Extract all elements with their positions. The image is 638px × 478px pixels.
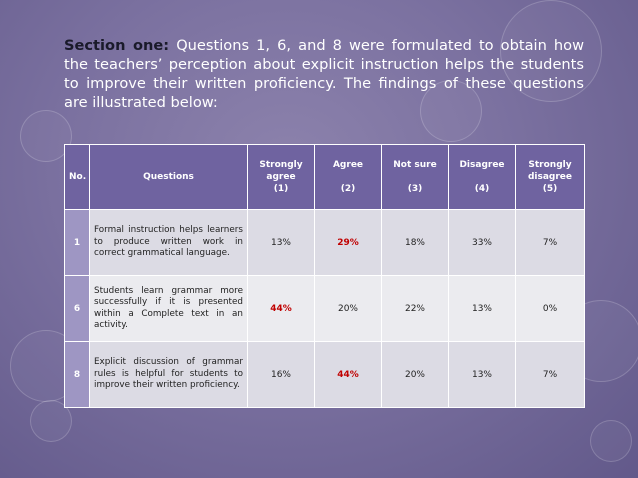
header-questions: Questions	[89, 144, 248, 210]
decorative-bubble	[420, 80, 482, 142]
section-lead: Section one:	[64, 37, 170, 54]
question-text: Students learn grammar more successfully…	[89, 275, 248, 342]
header-strongly-agree: Strongly agree (1)	[247, 144, 315, 210]
decorative-bubble	[590, 420, 632, 462]
header-no: No.	[64, 144, 90, 210]
header-disagree: Disagree (4)	[448, 144, 516, 210]
value-cell: 33%	[448, 209, 516, 276]
row-number: 6	[64, 275, 90, 342]
decorative-bubble	[500, 0, 602, 102]
value-cell: 13%	[247, 209, 315, 276]
decorative-bubble	[20, 110, 72, 162]
value-cell: 7%	[515, 209, 585, 276]
header-strongly-disagree: Strongly disagree (5)	[515, 144, 585, 210]
value-cell: 13%	[448, 341, 516, 408]
table-row: 8 Explicit discussion of grammar rules i…	[64, 341, 585, 408]
table-row: 6 Students learn grammar more successful…	[64, 275, 585, 342]
value-cell: 18%	[381, 209, 449, 276]
intro-paragraph: Section one: Questions 1, 6, and 8 were …	[64, 36, 584, 112]
question-text: Explicit discussion of grammar rules is …	[89, 341, 248, 408]
table-header-row: No. Questions Strongly agree (1) Agree (…	[64, 144, 585, 210]
value-cell-highlight: 44%	[247, 275, 315, 342]
row-number: 1	[64, 209, 90, 276]
value-cell-highlight: 29%	[314, 209, 382, 276]
table-row: 1 Formal instruction helps learners to p…	[64, 209, 585, 276]
value-cell: 20%	[381, 341, 449, 408]
value-cell: 20%	[314, 275, 382, 342]
value-cell: 13%	[448, 275, 516, 342]
value-cell: 22%	[381, 275, 449, 342]
value-cell: 16%	[247, 341, 315, 408]
findings-table: No. Questions Strongly agree (1) Agree (…	[64, 144, 585, 408]
row-number: 8	[64, 341, 90, 408]
intro-text: Questions 1, 6, and 8 were formulated to…	[64, 37, 585, 111]
header-not-sure: Not sure (3)	[381, 144, 449, 210]
header-agree: Agree (2)	[314, 144, 382, 210]
value-cell: 7%	[515, 341, 585, 408]
value-cell-highlight: 44%	[314, 341, 382, 408]
question-text: Formal instruction helps learners to pro…	[89, 209, 248, 276]
value-cell: 0%	[515, 275, 585, 342]
